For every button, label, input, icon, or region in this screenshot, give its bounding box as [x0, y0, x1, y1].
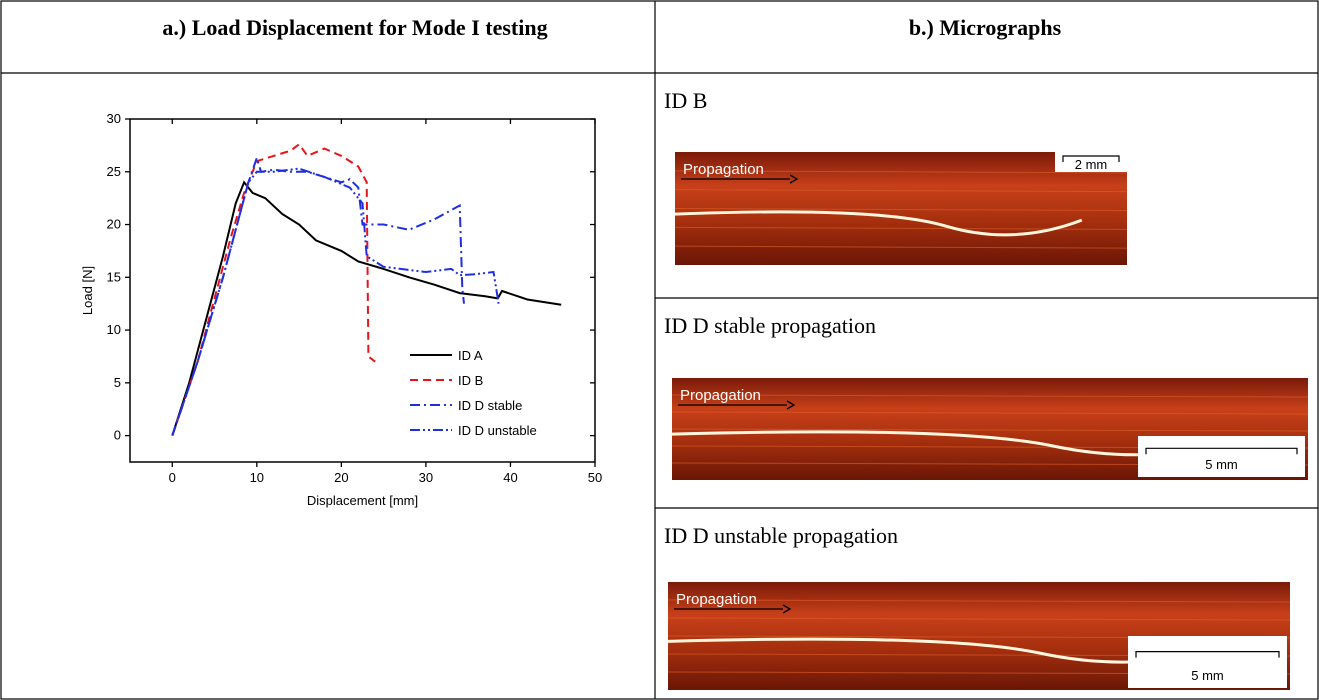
- crack: [674, 210, 1083, 237]
- x-tick-label: 50: [588, 470, 602, 485]
- micrograph-layer: [674, 170, 1128, 174]
- arrow-head: [789, 174, 799, 184]
- scale-label: 2 mm: [1075, 157, 1108, 172]
- scale-bar: [1145, 447, 1298, 455]
- scale-bar: [1062, 155, 1120, 162]
- legend-label: ID D stable: [458, 398, 522, 413]
- arrow-head: [786, 400, 796, 410]
- micrograph-layer: [674, 245, 1128, 249]
- y-tick-label: 20: [107, 217, 121, 232]
- x-axis-label: Displacement [mm]: [307, 493, 418, 508]
- micrograph-layer: [667, 617, 1291, 621]
- x-tick-label: 30: [419, 470, 433, 485]
- propagation-label: Propagation: [676, 591, 757, 608]
- header-right: b.) Micrographs: [909, 15, 1062, 40]
- micrograph-layer: [671, 428, 1309, 432]
- scale-box: [1128, 636, 1287, 688]
- micrograph-label: ID D unstable propagation: [664, 523, 898, 548]
- x-tick-label: 10: [250, 470, 264, 485]
- y-axis-label: Load [N]: [80, 266, 95, 315]
- y-tick-label: 0: [114, 428, 121, 443]
- x-tick-label: 0: [169, 470, 176, 485]
- y-tick-label: 10: [107, 322, 121, 337]
- propagation-label: Propagation: [683, 161, 764, 178]
- series-line: [171, 154, 465, 436]
- x-tick-label: 40: [503, 470, 517, 485]
- legend-label: ID B: [458, 373, 483, 388]
- micrograph-layer: [667, 599, 1291, 603]
- scale-label: 5 mm: [1205, 457, 1238, 472]
- scale-box: [1138, 436, 1305, 477]
- y-tick-label: 15: [107, 269, 121, 284]
- micrograph-layer: [671, 411, 1309, 415]
- y-tick-label: 5: [114, 375, 121, 390]
- header-left: a.) Load Displacement for Mode I testing: [162, 15, 547, 40]
- micrograph-layer: [674, 208, 1128, 211]
- x-tick-label: 20: [334, 470, 348, 485]
- series-line: [171, 142, 376, 436]
- micrograph-layer: [671, 394, 1309, 398]
- plot-frame: [129, 118, 596, 463]
- micrograph-label: ID B: [664, 88, 707, 113]
- micrograph-label: ID D stable propagation: [664, 313, 876, 338]
- arrow-head: [782, 604, 792, 614]
- scale-box: [1055, 152, 1127, 172]
- micrograph-layer: [674, 189, 1128, 193]
- series-line: [171, 167, 500, 436]
- legend-label: ID A: [458, 348, 483, 363]
- y-tick-label: 30: [107, 111, 121, 126]
- y-tick-label: 25: [107, 164, 121, 179]
- legend-label: ID D unstable: [458, 423, 537, 438]
- scale-bar: [1135, 651, 1280, 658]
- series-line: [171, 180, 562, 436]
- scale-label: 5 mm: [1191, 668, 1224, 683]
- propagation-label: Propagation: [680, 387, 761, 404]
